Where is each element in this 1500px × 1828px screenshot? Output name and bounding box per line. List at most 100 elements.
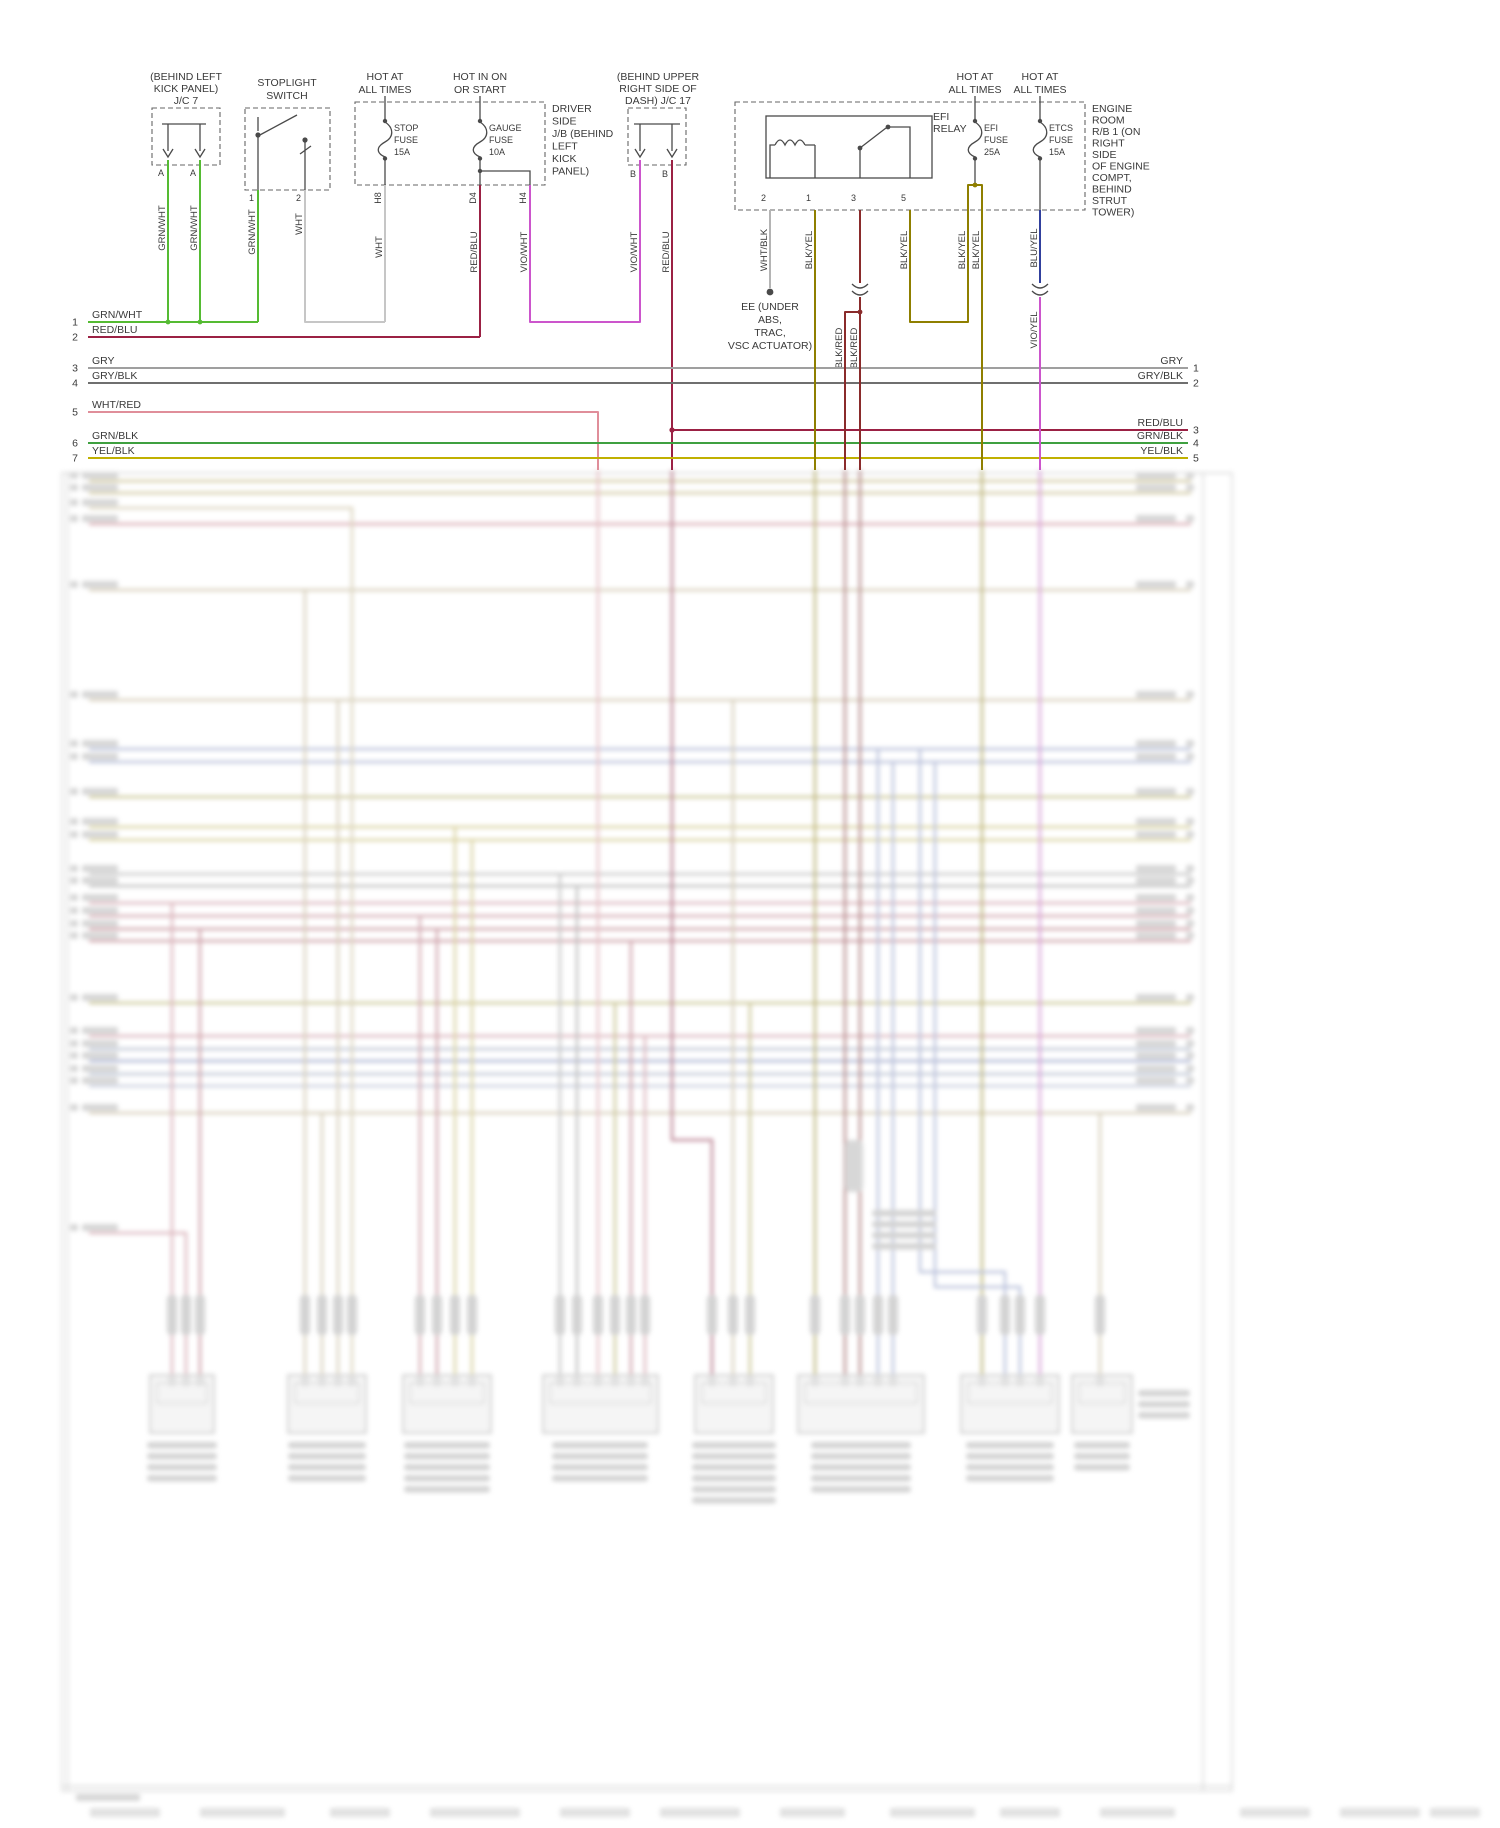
power-header: ALL TIMES [1013, 84, 1066, 96]
rb-side-label-line: SIDE [1092, 149, 1117, 161]
obscured-diagram-section [0, 470, 1500, 1828]
row-number: 2 [1193, 378, 1199, 390]
schematic-top-section: (BEHIND LEFT KICK PANEL) J/C 7 A A GRN/W… [72, 71, 1199, 470]
switch-pin-label: 1 [249, 193, 254, 203]
row-number: 3 [72, 363, 78, 375]
efi-fuse-label: EFI [984, 123, 998, 133]
wire-label-wht: WHT [374, 236, 385, 258]
row-wire-label: RED/BLU [92, 324, 138, 336]
etcs-fuse-label: 15A [1049, 147, 1065, 157]
switch-contact-dot [302, 137, 308, 143]
jb-junction-dot [477, 168, 483, 174]
row-number: 4 [1193, 438, 1199, 450]
jc7-pin-label: A [190, 168, 196, 178]
wire-label-vio-wht: VIO/WHT [519, 231, 530, 272]
efi-fuse-label: FUSE [984, 135, 1008, 145]
junction-dot [197, 319, 203, 325]
wire-label-red-blu: RED/BLU [661, 231, 672, 272]
row-number: 5 [1193, 453, 1199, 465]
row-wire-label: GRY [1160, 355, 1183, 367]
wire-label-blk-yel: BLK/YEL [971, 231, 982, 270]
wire-label-blk-red: BLK/RED [849, 328, 860, 369]
wire-blk-yel-efi-fuse-branch [975, 184, 983, 470]
left-wire-rows: 1 GRN/WHT 2 RED/BLU 3 GRY 4 GRY/BLK 5 WH… [72, 309, 143, 465]
wire-label-blk-yel: BLK/YEL [804, 231, 815, 270]
efi-fuse-label: 25A [984, 147, 1000, 157]
jb-side-label-line: KICK [552, 153, 577, 165]
rb-side-label-line: TOWER) [1092, 207, 1134, 219]
row-wire-label: WHT/RED [92, 399, 141, 411]
relay-contact-dot [885, 124, 891, 130]
gauge-fuse-symbol [472, 121, 488, 158]
ground-point-ee: EE (UNDER ABS, TRAC, VSC ACTUATOR) [728, 288, 812, 352]
wire-wht-red-row5 [88, 411, 599, 470]
jc17-box [627, 107, 687, 166]
relay-pin-label: 1 [806, 193, 811, 203]
wires [88, 160, 1188, 470]
jb-side-label-line: PANEL) [552, 166, 589, 178]
fuse-terminal-dot [1037, 118, 1043, 124]
row-number: 3 [1193, 425, 1199, 437]
row-number: 1 [1193, 363, 1199, 375]
row-wire-label: RED/BLU [1137, 417, 1183, 429]
jc7-box [151, 107, 221, 166]
gauge-fuse-label: FUSE [489, 135, 513, 145]
wire-label-vio-wht: VIO/WHT [629, 231, 640, 272]
stoplight-switch: STOPLIGHT SWITCH 1 2 GRN/WHT WHT [244, 77, 331, 255]
ground-label-line: VSC ACTUATOR) [728, 340, 812, 352]
etcs-fuse-label: ETCS [1049, 123, 1073, 133]
etcs-fuse-symbol [1032, 121, 1048, 158]
rb-side-label-line: BEHIND [1092, 184, 1132, 196]
junction-connector-jc17: (BEHIND UPPER RIGHT SIDE OF DASH) J/C 17… [617, 71, 700, 273]
switch-contact-dot [255, 132, 261, 138]
wire-vio-wht [529, 160, 641, 323]
junction-dot [165, 319, 171, 325]
power-header: ALL TIMES [948, 84, 1001, 96]
ground-dot [766, 288, 774, 296]
obscured-wiring-svg [61, 470, 1480, 1817]
jc17-caption-line: RIGHT SIDE OF [619, 83, 696, 95]
fuse-terminal-dot [477, 118, 483, 124]
fuse-terminal-dot [382, 156, 388, 161]
wire-label-wht-blk: WHT/BLK [759, 228, 770, 271]
jb-side-label-line: SIDE [552, 116, 577, 128]
fuse-terminal-dot [972, 118, 978, 124]
row-wire-label: GRY/BLK [1138, 370, 1183, 382]
jb-side-label-line: DRIVER [552, 103, 592, 115]
wire-blk-red-branch [844, 297, 861, 470]
rb-side-label-line: ENGINE [1092, 103, 1132, 115]
jc17-symbol [634, 123, 680, 159]
row-number: 1 [72, 317, 78, 329]
jc17-pin-label: B [662, 169, 668, 179]
power-header: HOT AT [957, 71, 995, 83]
switch-symbol [257, 114, 312, 190]
fuse-terminal-dot [382, 118, 388, 124]
jb-side-label-line: J/B (BEHIND [552, 128, 614, 140]
row-wire-label: GRN/BLK [92, 430, 138, 442]
rb-side-label-line: COMPT, [1092, 172, 1132, 184]
row-number: 2 [72, 332, 78, 344]
stop-fuse-symbol [377, 121, 393, 158]
jb-internal-wiring [384, 96, 531, 185]
relay-pin-label: 3 [851, 193, 856, 203]
gauge-fuse-label: GAUGE [489, 123, 522, 133]
junction-dot [669, 427, 675, 433]
wire-label-wht: WHT [294, 213, 305, 235]
junction-connector-jc7: (BEHIND LEFT KICK PANEL) J/C 7 A A GRN/W… [150, 71, 222, 251]
rb-side-label-line: ROOM [1092, 115, 1125, 127]
switch-box [244, 107, 331, 191]
power-header: HOT IN ON [453, 71, 507, 83]
relay-pin-label: 2 [761, 193, 766, 203]
wire-label-grn-wht: GRN/WHT [157, 205, 168, 251]
jc7-caption-line: (BEHIND LEFT [150, 71, 222, 83]
jc7-pin-label: A [158, 168, 164, 178]
switch-title-line: SWITCH [266, 90, 307, 102]
wire-wht-switch [304, 190, 385, 323]
rb-side-label-line: RIGHT [1092, 138, 1125, 150]
relay-internal-symbol [769, 126, 911, 178]
efi-relay-label: RELAY [933, 123, 967, 135]
power-header: ALL TIMES [358, 84, 411, 96]
jc7-symbol [162, 123, 206, 159]
wire-blk-yel-relay-pin5 [909, 184, 975, 323]
